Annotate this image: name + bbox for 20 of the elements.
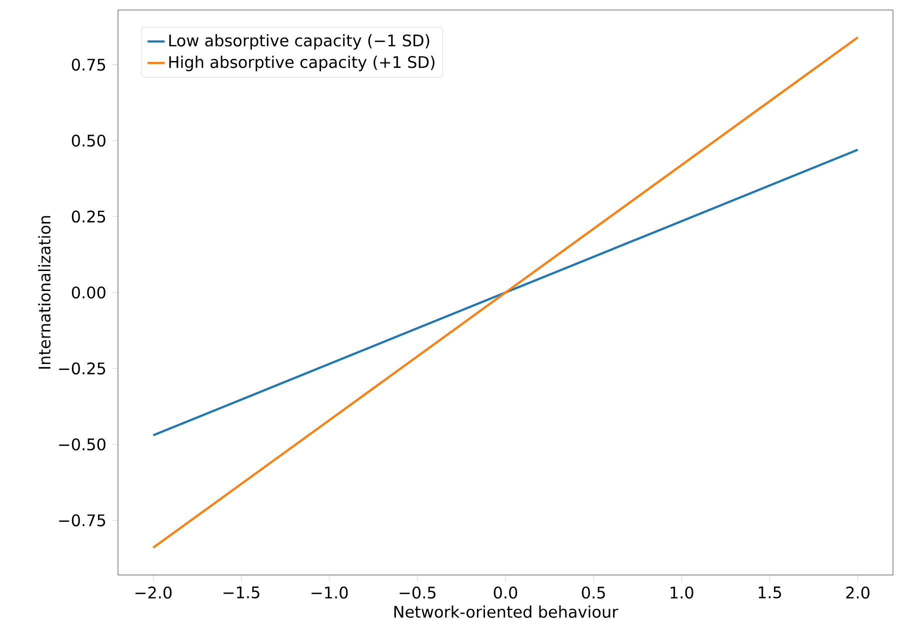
y-tick-label: 0.25 [72,210,106,223]
x-tick-label: −2.0 [136,586,172,599]
y-tick-label: −0.75 [59,514,106,526]
legend-label: High absorptive capacity (+1 SD) [169,56,434,72]
x-axis-title: Network-oriented behaviour [394,606,618,618]
x-tick-label: 0.5 [582,586,605,599]
legend-label: Low absorptive capacity (−1 SD) [169,34,430,50]
x-tick-label: 1.0 [670,586,694,599]
y-tick-label: −0.50 [59,438,106,450]
x-tick-label: 2.0 [846,586,870,599]
x-tick-label: 1.5 [758,586,782,598]
x-tick-label: −0.5 [400,586,436,599]
x-tick-label: 0.0 [494,586,518,599]
x-tick-label: −1.5 [224,586,260,598]
x-tick-label: −1.0 [312,586,348,599]
y-tick-label: 0.00 [72,286,106,299]
y-tick-label: 0.75 [72,58,106,71]
y-axis-title: Internationalization [38,216,51,369]
y-tick-label: −0.25 [59,362,106,374]
y-tick-label: 0.50 [72,134,106,147]
